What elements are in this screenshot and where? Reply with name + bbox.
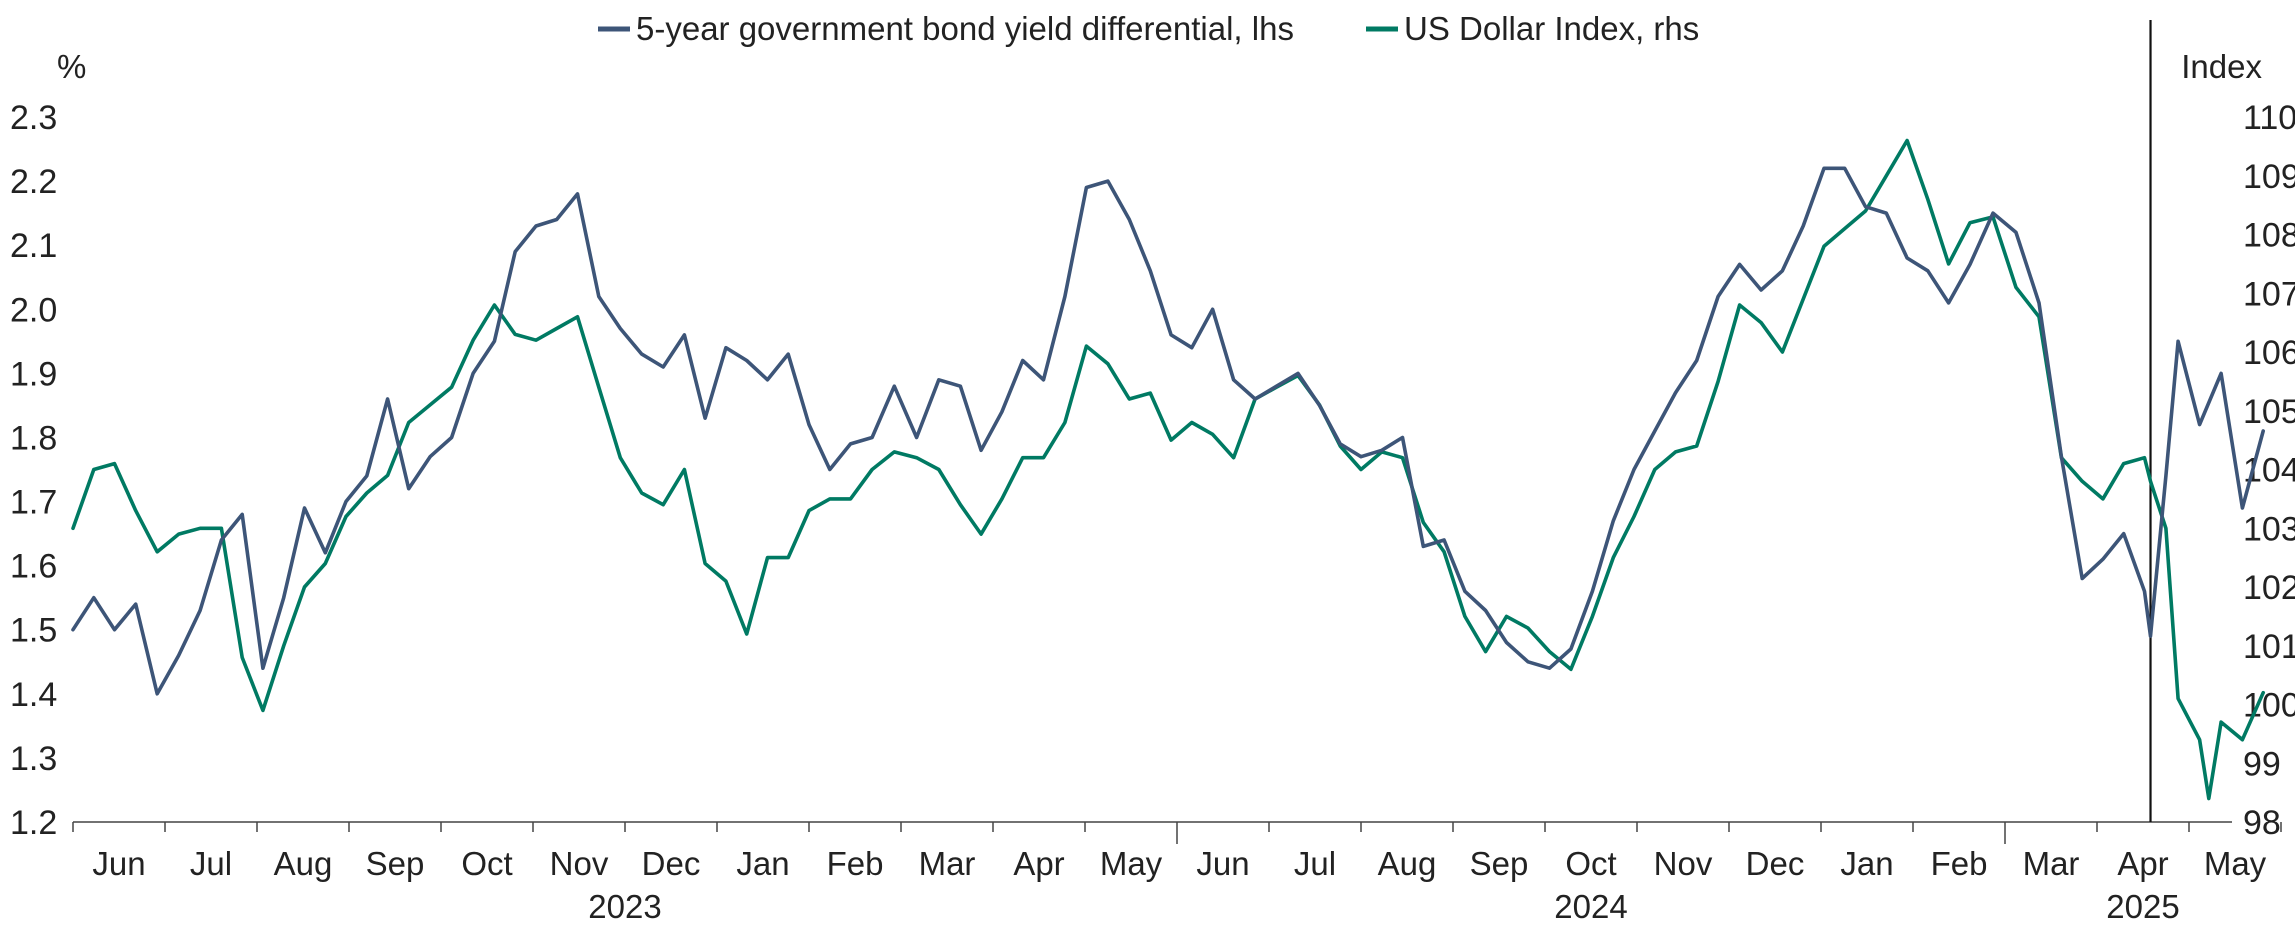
x-month-label: Nov [1654,845,1713,882]
left-axis-unit: % [57,48,86,85]
x-month-label: Mar [919,845,976,882]
x-month-label: Sep [1470,845,1529,882]
legend-label-dollar-index: US Dollar Index, rhs [1404,10,1699,47]
right-tick-label: 103 [2243,510,2295,548]
legend-label-yield: 5-year government bond yield differentia… [636,10,1294,47]
left-tick-label: 2.3 [10,99,57,137]
left-tick-label: 1.3 [10,740,57,778]
left-tick-label: 1.5 [10,612,57,650]
x-month-label: Aug [274,845,333,882]
x-month-label: Jan [1840,845,1893,882]
right-tick-label: 98 [2243,804,2281,842]
x-month-label: Apr [2117,845,2168,882]
x-month-label: Oct [1565,845,1616,882]
right-tick-label: 102 [2243,569,2295,607]
right-tick-label: 107 [2243,275,2295,313]
x-month-label: Dec [642,845,701,882]
x-year-label: 2025 [2106,888,2179,925]
left-axis-ticks: 1.2 1.3 1.4 1.5 1.6 1.7 1.8 1.9 2.0 2.1 2.2 2.3 [10,99,57,842]
right-axis-unit: Index [2181,48,2262,85]
x-month-label: Jul [1294,845,1336,882]
left-tick-label: 2.0 [10,291,57,329]
left-tick-label: 1.4 [10,676,57,714]
series-line-yield-differential [71,166,2265,696]
x-month-label: Feb [1931,845,1988,882]
left-tick-label: 1.8 [10,419,57,457]
left-tick-label: 1.9 [10,355,57,393]
x-month-label: Feb [827,845,884,882]
left-tick-label: 2.1 [10,227,57,265]
series-line-dollar-index [71,138,2265,801]
x-month-label: May [2204,845,2267,882]
x-month-label: Jul [190,845,232,882]
x-month-label: May [1100,845,1163,882]
x-axis: Jun Jul Aug Sep Oct Nov Dec Jan Feb Mar Apr May Jun J… [72,821,2282,925]
x-month-label: Sep [366,845,425,882]
plot-area [71,20,2265,822]
x-month-label: Nov [550,845,609,882]
x-month-label: Apr [1013,845,1064,882]
x-month-label: Dec [1746,845,1805,882]
right-tick-label: 99 [2243,745,2281,783]
x-month-label: Jun [92,845,145,882]
right-tick-label: 109 [2243,158,2295,196]
left-tick-label: 1.2 [10,804,57,842]
right-tick-label: 108 [2243,217,2295,255]
x-year-label: 2023 [588,888,661,925]
legend: 5-year government bond yield differentia… [598,10,1699,47]
left-tick-label: 1.6 [10,548,57,586]
left-tick-label: 1.7 [10,484,57,522]
x-month-label: Jan [736,845,789,882]
left-tick-label: 2.2 [10,163,57,201]
x-month-label: Jun [1196,845,1249,882]
right-tick-label: 110 [2243,99,2295,137]
right-tick-label: 101 [2243,628,2295,666]
x-year-label: 2024 [1554,888,1627,925]
right-tick-label: 105 [2243,393,2295,431]
right-tick-label: 106 [2243,334,2295,372]
x-month-label: Aug [1378,845,1437,882]
x-month-label: Mar [2023,845,2080,882]
x-month-label: Oct [461,845,512,882]
